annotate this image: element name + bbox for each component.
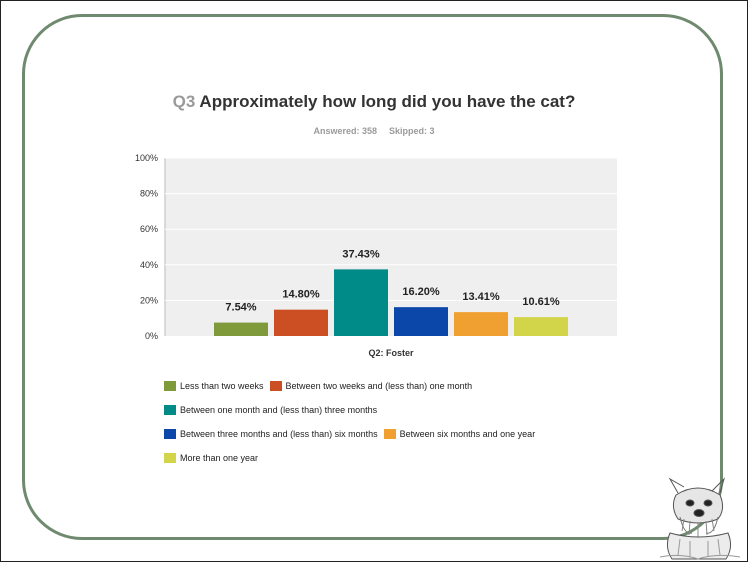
gridlines bbox=[165, 157, 617, 301]
bar bbox=[334, 269, 388, 336]
answered-count: Answered: 358 bbox=[313, 126, 377, 136]
response-stats: Answered: 358 Skipped: 3 bbox=[0, 126, 748, 136]
legend-swatch bbox=[164, 429, 176, 439]
legend-label: Between three months and (less than) six… bbox=[180, 429, 378, 439]
legend-row: Between three months and (less than) six… bbox=[164, 428, 541, 440]
y-tick-label: 100% bbox=[135, 153, 158, 163]
y-tick-label: 20% bbox=[140, 295, 158, 305]
legend-row: Between one month and (less than) three … bbox=[164, 404, 541, 416]
legend-item: Between three months and (less than) six… bbox=[164, 429, 378, 439]
legend-item: Between six months and one year bbox=[383, 429, 536, 439]
legend-item: More than one year bbox=[164, 453, 258, 463]
y-tick-label: 80% bbox=[140, 189, 158, 199]
legend-swatch bbox=[269, 381, 282, 391]
bar-value-label: 7.54% bbox=[225, 302, 256, 314]
legend-label: Less than two weeks bbox=[180, 381, 264, 391]
legend-item: Between one month and (less than) three … bbox=[164, 405, 377, 415]
y-tick-label: 60% bbox=[140, 224, 158, 234]
bar-value-label: 13.41% bbox=[462, 291, 500, 303]
legend: Less than two weeks Between two weeks and… bbox=[164, 380, 541, 476]
question-text: Approximately how long did you have the … bbox=[199, 92, 576, 111]
legend-label: Between two weeks and (less than) one mo… bbox=[285, 381, 473, 391]
legend-swatch bbox=[164, 453, 176, 463]
legend-row: More than one year bbox=[164, 452, 541, 464]
legend-swatch bbox=[383, 429, 396, 439]
bar bbox=[274, 309, 328, 336]
skipped-count: Skipped: 3 bbox=[389, 126, 435, 136]
legend-swatch bbox=[164, 381, 176, 391]
legend-label: More than one year bbox=[180, 453, 259, 463]
x-category-label: Q2: Foster bbox=[368, 348, 414, 358]
legend-item: Less than two weeks bbox=[164, 381, 264, 391]
bar-value-label: 10.61% bbox=[522, 296, 560, 308]
question-number: Q3 bbox=[172, 92, 196, 111]
bar bbox=[214, 322, 268, 336]
bars bbox=[214, 269, 568, 336]
y-tick-labels: 0% 20% 40% 60% 80% 100% bbox=[135, 153, 158, 341]
legend-swatch bbox=[164, 405, 176, 415]
bar bbox=[394, 307, 448, 336]
bar-value-label: 37.43% bbox=[342, 248, 380, 260]
legend-item: Between two weeks and (less than) one mo… bbox=[269, 381, 473, 391]
legend-label: Between one month and (less than) three … bbox=[180, 405, 378, 415]
value-labels: 7.54% 14.80% 37.43% 16.20% 13.41% 10.61% bbox=[225, 248, 559, 313]
bar bbox=[514, 317, 568, 336]
schnauzer-dog-icon bbox=[659, 477, 741, 560]
y-tick-label: 0% bbox=[145, 331, 158, 341]
chart-title: Q3 Approximately how long did you have t… bbox=[0, 92, 748, 112]
bar-value-label: 14.80% bbox=[282, 289, 320, 301]
y-tick-label: 40% bbox=[140, 260, 158, 270]
bar-value-label: 16.20% bbox=[402, 286, 440, 298]
legend-label: Between six months and one year bbox=[399, 429, 536, 439]
rounded-frame bbox=[22, 14, 723, 540]
bar bbox=[454, 312, 508, 336]
plot-area bbox=[165, 158, 617, 336]
legend-row: Less than two weeks Between two weeks and… bbox=[164, 380, 541, 392]
